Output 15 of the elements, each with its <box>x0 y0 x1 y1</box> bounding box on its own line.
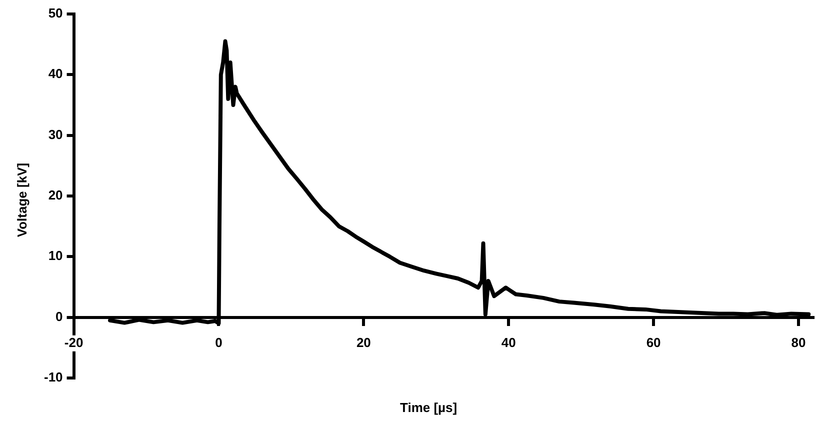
x-tick-label: 20 <box>356 334 371 350</box>
x-tick-label: 60 <box>646 334 661 350</box>
x-tick-label: -20 <box>64 334 84 350</box>
x-tick-label: 0 <box>215 334 222 350</box>
x-axis-title: Time [µs] <box>400 400 458 415</box>
y-tick-label: 20 <box>48 188 63 203</box>
x-tick-label: 80 <box>791 334 806 350</box>
y-tick-label: 10 <box>48 248 63 264</box>
y-tick-label: 50 <box>48 6 63 21</box>
y-tick-label: -10 <box>44 370 63 385</box>
x-tick-label: 40 <box>501 334 516 350</box>
y-axis-title: Voltage [kV] <box>14 162 30 238</box>
y-tick-label: 0 <box>56 308 63 324</box>
y-tick-label: 30 <box>48 126 63 142</box>
y-tick-label: 40 <box>48 66 63 82</box>
